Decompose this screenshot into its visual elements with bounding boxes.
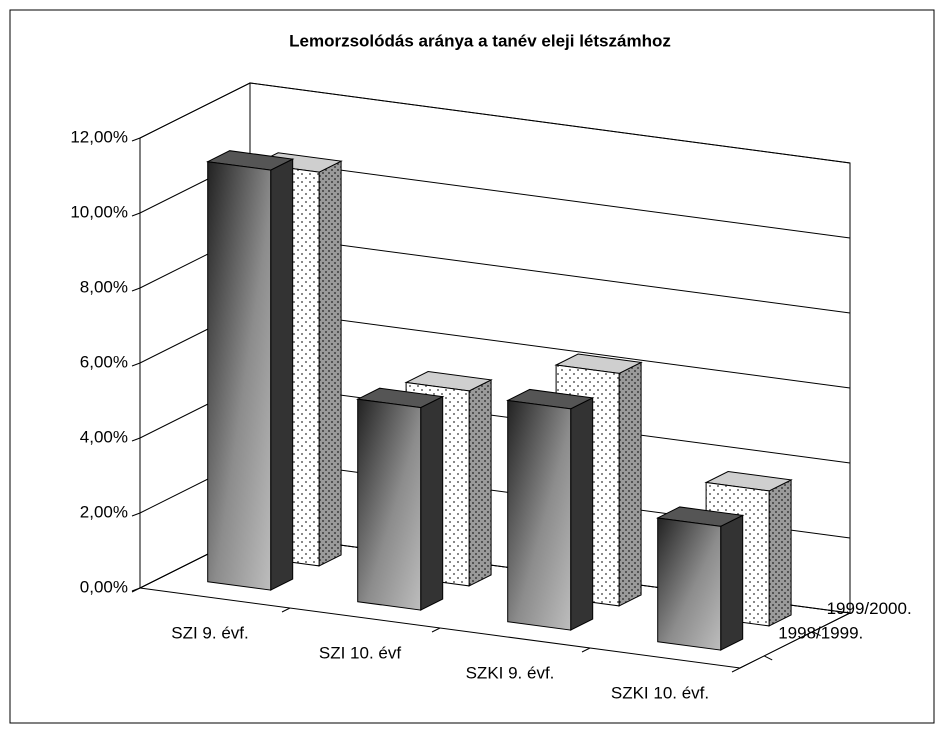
- x-tick: [431, 627, 441, 633]
- series-label: 1998/1999.: [778, 623, 863, 642]
- bar: [507, 399, 572, 631]
- depth-axis: [739, 612, 851, 669]
- x-tick-label: SZKI 9. évf.: [466, 663, 555, 682]
- x-tick-label: SZKI 10. évf.: [611, 683, 709, 702]
- x-tick: [581, 647, 591, 653]
- y-tick: [131, 287, 141, 292]
- grid-line: [249, 82, 851, 164]
- x-tick: [281, 607, 291, 613]
- y-tick-label: 4,00%: [80, 427, 128, 446]
- y-tick: [131, 212, 141, 217]
- grid-line: [139, 82, 251, 139]
- y-tick-label: 6,00%: [80, 352, 128, 371]
- x-tick-label: SZI 10. évf: [319, 643, 401, 662]
- depth-tick: [812, 631, 821, 637]
- y-tick-label: 2,00%: [80, 502, 128, 521]
- y-tick-label: 8,00%: [80, 277, 128, 296]
- bar-side: [618, 361, 642, 607]
- y-tick-label: 12,00%: [70, 127, 128, 146]
- y-tick: [131, 437, 141, 442]
- bar: [207, 161, 272, 591]
- bar-side: [720, 514, 744, 651]
- bar: [357, 398, 422, 611]
- y-tick: [131, 362, 141, 367]
- grid-line: [249, 157, 851, 239]
- bar-side: [270, 158, 294, 591]
- bar: [657, 517, 722, 651]
- y-tick-label: 0,00%: [80, 577, 128, 596]
- chart-title: Lemorzsolódás aránya a tanév eleji létsz…: [289, 31, 671, 50]
- bar-side: [318, 160, 342, 567]
- y-tick-label: 10,00%: [70, 202, 128, 221]
- series-label: 1999/2000.: [827, 599, 912, 618]
- x-tick: [731, 667, 741, 673]
- x-tick-label: SZI 9. évf.: [171, 623, 248, 642]
- bar-side: [420, 395, 444, 611]
- x-tick: [131, 587, 141, 593]
- grid-line: [249, 307, 851, 389]
- bar-side: [468, 379, 492, 587]
- grid-line: [249, 232, 851, 314]
- bar-side: [570, 397, 594, 631]
- depth-tick: [763, 655, 773, 661]
- bar-side: [768, 479, 792, 627]
- y-tick: [131, 137, 141, 142]
- y-tick: [131, 512, 141, 517]
